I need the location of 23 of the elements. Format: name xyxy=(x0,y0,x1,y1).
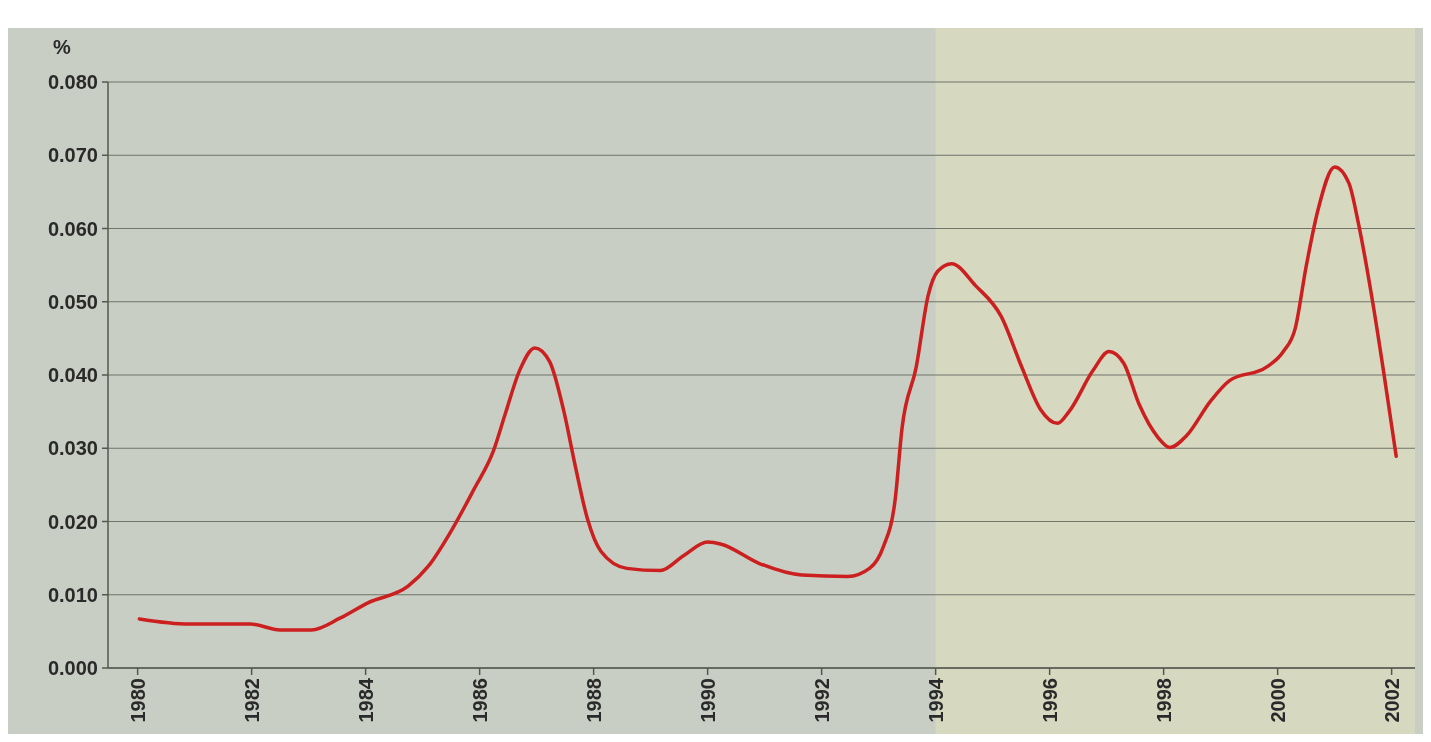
x-tick-label: 1990 xyxy=(696,678,719,723)
y-tick-label: 0.050 xyxy=(47,290,98,313)
x-tick-label: 1984 xyxy=(354,677,377,723)
x-tick-label: 2000 xyxy=(1266,678,1289,723)
x-tick-label: 1998 xyxy=(1152,678,1175,723)
x-tick-label: 1992 xyxy=(810,678,833,723)
y-tick-label: 0.070 xyxy=(47,144,98,167)
x-tick-label: 1994 xyxy=(924,677,947,723)
x-tick-label: 1982 xyxy=(240,678,263,723)
y-tick-label: 0.040 xyxy=(47,364,98,386)
y-tick-label: 0.080 xyxy=(47,71,98,93)
x-tick-label: 1988 xyxy=(582,678,605,723)
x-tick-label: 1980 xyxy=(126,678,149,723)
x-tick-label: 1986 xyxy=(468,678,491,723)
y-axis-title: % xyxy=(53,36,71,58)
x-tick-label: 1996 xyxy=(1038,678,1061,723)
y-tick-label: 0.060 xyxy=(47,217,98,240)
y-tick-label: 0.000 xyxy=(47,657,98,679)
y-tick-label: 0.020 xyxy=(47,510,98,533)
line-series xyxy=(137,165,1398,632)
y-tick-label: 0.030 xyxy=(47,437,98,460)
y-tick-label: 0.010 xyxy=(47,583,98,606)
x-tick-label: 2002 xyxy=(1380,678,1403,723)
